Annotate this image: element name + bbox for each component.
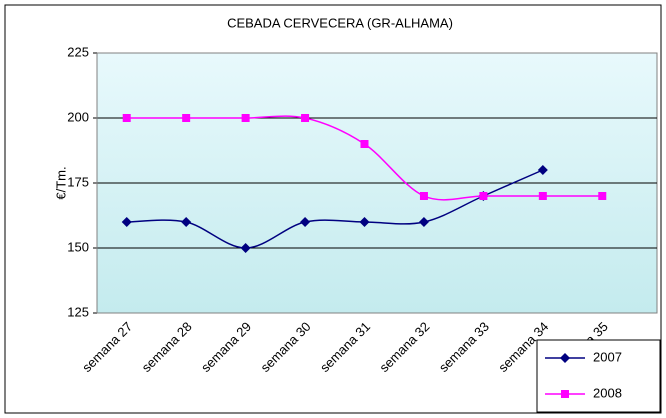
marker	[598, 192, 607, 200]
y-tick-label: 150	[67, 239, 89, 254]
marker	[560, 353, 570, 363]
y-tick-label: 200	[67, 109, 89, 124]
marker	[537, 165, 548, 175]
chart-title: CEBADA CERVECERA (GR-ALHAMA)	[227, 15, 453, 30]
marker	[181, 217, 192, 227]
marker	[360, 140, 369, 148]
marker	[301, 114, 310, 122]
y-tick-label: 175	[67, 174, 89, 189]
y-tick-label: 225	[67, 44, 89, 59]
marker	[479, 192, 488, 200]
y-tick-label: 125	[67, 304, 89, 319]
legend-box	[536, 339, 661, 413]
legend: 2007 2008	[536, 339, 661, 413]
marker	[538, 192, 547, 200]
marker	[121, 217, 132, 227]
marker	[241, 114, 250, 122]
marker	[359, 217, 370, 227]
legend-label: 2008	[593, 385, 622, 400]
legend-label: 2007	[593, 349, 622, 364]
marker	[240, 243, 251, 253]
marker	[300, 217, 311, 227]
marker	[122, 114, 131, 122]
y-axis-label: €/Tm.	[53, 166, 68, 199]
marker	[419, 192, 428, 200]
marker	[418, 217, 429, 227]
marker	[182, 114, 191, 122]
marker	[561, 390, 569, 398]
